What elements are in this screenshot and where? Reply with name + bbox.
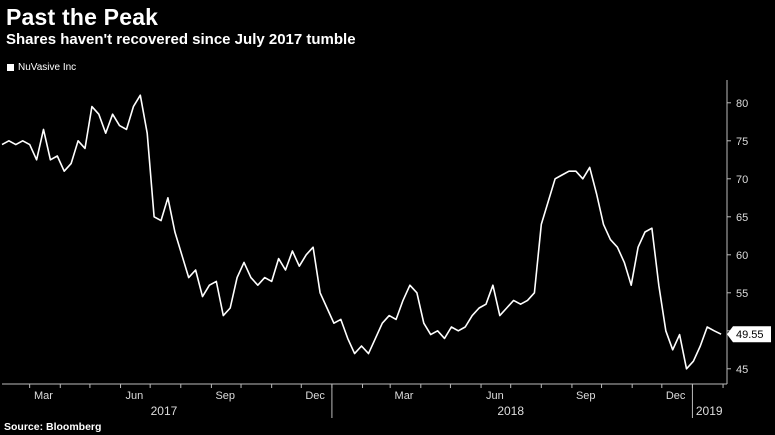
x-tick-label: Sep bbox=[576, 390, 596, 402]
legend: NuVasive Inc bbox=[7, 62, 76, 73]
last-value-label: 49.55 bbox=[736, 329, 764, 341]
legend-label: NuVasive Inc bbox=[18, 62, 77, 73]
x-year-label: 2018 bbox=[497, 404, 524, 418]
x-tick-label: Sep bbox=[215, 390, 235, 402]
y-tick-label: 65 bbox=[736, 212, 748, 224]
y-tick-label: 60 bbox=[736, 250, 748, 262]
x-year-label: 2017 bbox=[151, 404, 178, 418]
y-tick-label: 70 bbox=[736, 174, 748, 186]
y-tick-label: 75 bbox=[736, 136, 748, 148]
x-tick-label: Dec bbox=[305, 390, 325, 402]
y-tick-label: 80 bbox=[736, 98, 748, 110]
series-line-nuvasive bbox=[1, 94, 722, 370]
source-note: Source: Bloomberg bbox=[4, 421, 102, 433]
x-year-label: 2019 bbox=[696, 404, 723, 418]
x-tick-label: Mar bbox=[395, 390, 414, 402]
x-tick-label: Mar bbox=[34, 390, 53, 402]
x-tick-label: Jun bbox=[486, 390, 504, 402]
legend-swatch bbox=[7, 64, 14, 71]
y-tick-label: 55 bbox=[736, 288, 748, 300]
chart-subtitle: Shares haven't recovered since July 2017… bbox=[6, 31, 356, 48]
last-value-callout: 49.55 bbox=[727, 326, 771, 343]
chart-title: Past the Peak bbox=[6, 4, 159, 30]
last-value-box bbox=[727, 326, 771, 343]
x-tick-label: Jun bbox=[125, 390, 143, 402]
x-tick-label: Dec bbox=[666, 390, 686, 402]
y-tick-label: 45 bbox=[736, 364, 748, 376]
